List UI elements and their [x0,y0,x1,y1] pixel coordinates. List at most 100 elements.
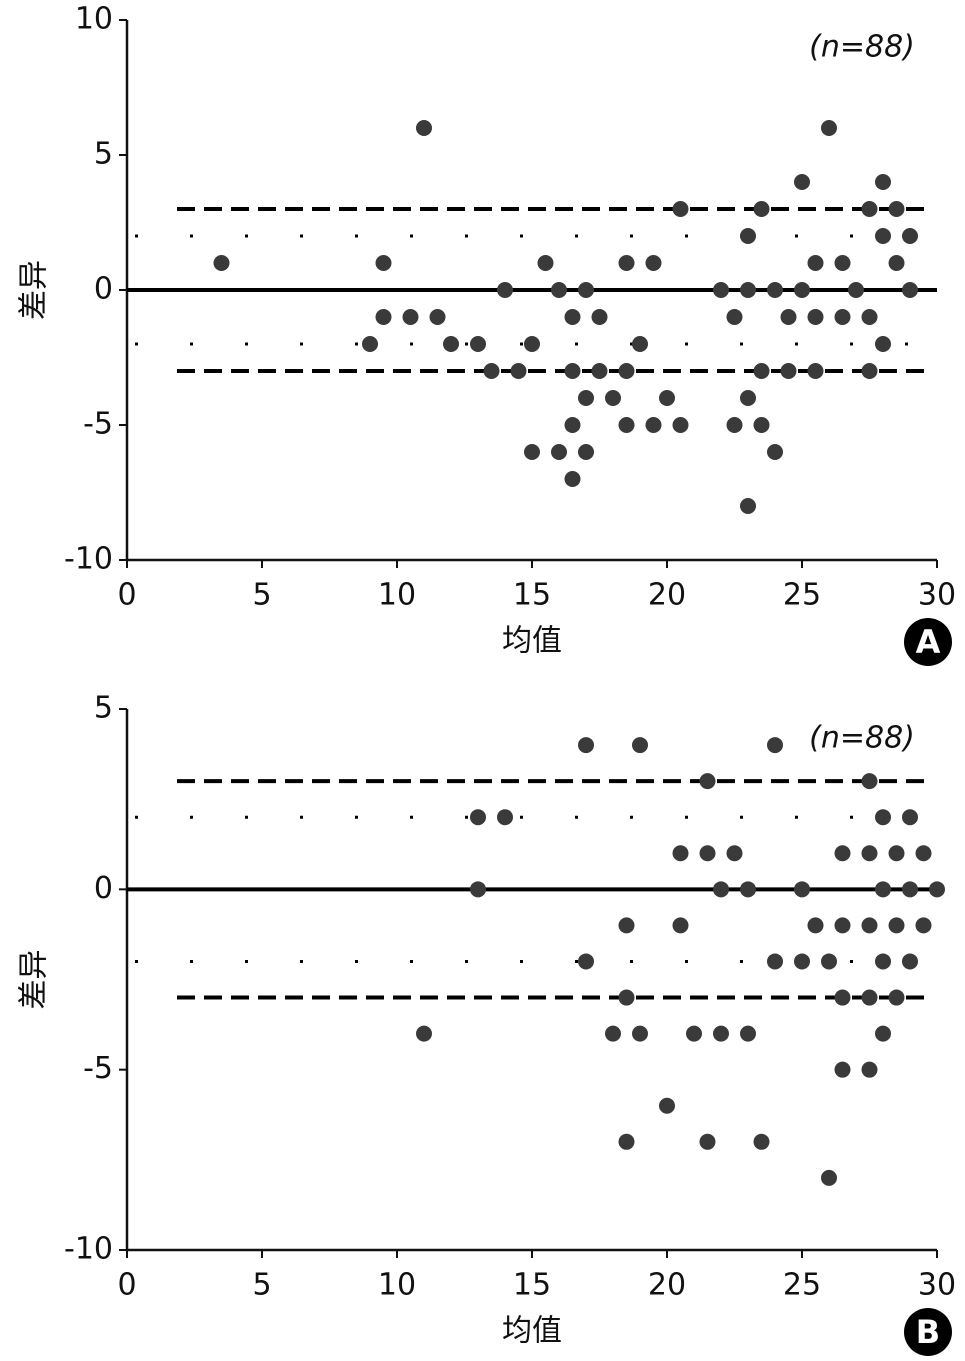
y-tick-label: 0 [94,272,113,307]
x-tick-label: 5 [252,1268,271,1303]
point [686,1025,702,1042]
point [672,417,689,433]
point [213,255,230,271]
point [429,309,446,325]
x-tick-label: 0 [117,1268,136,1303]
point [443,336,459,352]
annotation: (n=88) [809,721,915,756]
x-axis-label: 均值 [502,1314,562,1349]
point [834,255,851,271]
point [902,228,918,244]
annotation: (n=88) [809,30,915,65]
point [713,1025,729,1042]
x-tick-label: 5 [252,578,271,613]
x-tick-label: 10 [378,578,416,613]
point [821,953,837,970]
point [794,881,810,898]
point [375,309,392,325]
point [861,1061,878,1078]
point [672,201,689,217]
point [929,881,945,898]
point [767,953,783,970]
point [902,881,918,898]
y-tick-label: 5 [94,691,113,726]
point [780,363,797,379]
point [699,1133,716,1150]
point [861,773,878,790]
point [645,417,662,433]
y-tick-label: -5 [83,1051,113,1086]
point [888,255,905,271]
point [578,737,594,754]
point [753,1133,770,1150]
point [794,282,810,298]
x-axis-label: 均值 [502,624,562,659]
y-tick-label: -10 [64,542,113,577]
point [578,282,594,298]
point [672,917,689,934]
point [834,1061,851,1078]
point [416,120,432,136]
point [888,917,905,934]
x-tick-label: 10 [378,1268,416,1303]
x-tick-label: 15 [513,578,551,613]
point [753,417,770,433]
point [740,282,756,298]
point [470,809,486,826]
point [632,1025,648,1042]
point [578,390,594,406]
point [591,309,608,325]
panel: -10 -5 0 5 0 5 10 15 20 25 30 (n=88) 均值 差异 B [17,691,956,1356]
point [618,1133,635,1150]
point [888,201,905,217]
point [753,363,770,379]
y-tick-label: 10 [75,2,113,37]
point [713,282,729,298]
point [740,1025,756,1042]
point [861,917,878,934]
point [726,417,743,433]
point [861,201,878,217]
point [659,1097,675,1114]
y-tick-label: 0 [94,871,113,906]
point [618,989,635,1006]
point [861,309,878,325]
point [551,282,567,298]
point [564,309,581,325]
point [713,881,729,898]
point [591,363,608,379]
x-tick-label: 30 [918,1268,956,1303]
point [726,309,743,325]
point [875,953,891,970]
point [875,174,891,190]
y-tick-label: -5 [83,407,113,442]
point [510,363,527,379]
point [740,498,756,514]
point [578,444,594,460]
point [537,255,554,271]
point [578,953,594,970]
x-tick-label: 15 [513,1268,551,1303]
point [875,1025,891,1042]
point [605,390,621,406]
point [753,201,770,217]
point [470,336,486,352]
x-tick-label: 25 [783,1268,821,1303]
point [902,809,918,826]
point [672,845,689,862]
point [618,417,635,433]
x-tick-label: 30 [918,578,956,613]
point [740,881,756,898]
point [888,989,905,1006]
point [632,737,648,754]
panel: -10 -5 0 5 10 0 5 10 15 20 25 30 (n=88) 均值 差异 A [17,2,956,666]
point [605,1025,621,1042]
point [875,881,891,898]
point [470,881,486,898]
point [861,989,878,1006]
panel-label: B [916,1313,940,1351]
panel-badge [904,1308,952,1356]
point [915,845,932,862]
x-tick-label: 0 [117,578,136,613]
